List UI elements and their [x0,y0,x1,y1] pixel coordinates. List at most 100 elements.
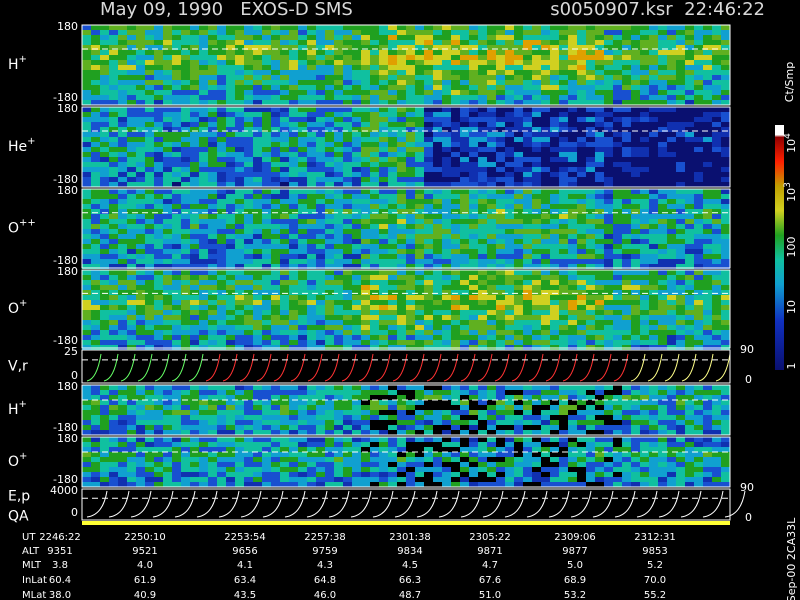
cell [649,70,658,75]
cell [415,335,424,340]
cell [118,90,127,95]
cell [343,85,352,90]
cell [334,70,343,75]
cell [577,244,586,249]
cell [613,177,622,182]
cell [352,112,361,117]
cell [145,60,154,65]
cell [649,162,658,167]
cell [244,280,253,285]
cell [334,320,343,325]
cell [208,425,217,430]
cell [82,182,91,187]
cell [640,330,649,335]
cell [667,70,676,75]
cell [397,95,406,100]
cell [181,127,190,132]
cell [640,122,649,127]
cell [514,60,523,65]
cell [271,194,280,199]
cell [370,60,379,65]
cell [127,147,136,152]
cell [631,310,640,315]
cell [694,259,703,264]
cell [361,90,370,95]
cell [451,244,460,249]
cell [667,162,676,167]
cell [631,90,640,95]
cell [694,194,703,199]
cell [325,224,334,229]
cell [415,295,424,300]
cell [469,122,478,127]
cell [271,229,280,234]
cell [451,315,460,320]
cell [586,182,595,187]
cell [325,219,334,224]
cell [307,35,316,40]
cell [649,142,658,147]
cell [181,280,190,285]
cell [604,132,613,137]
cell [478,229,487,234]
cell [361,209,370,214]
cell [595,280,604,285]
cell [217,65,226,70]
cell [460,239,469,244]
cell [217,204,226,209]
cell [658,295,667,300]
cell [235,182,244,187]
cell [649,214,658,219]
cell [127,189,136,194]
cell [685,55,694,60]
cell [334,182,343,187]
cell [424,320,433,325]
cell [442,209,451,214]
cell [190,385,199,390]
cell [685,209,694,214]
cell [649,315,658,320]
cell [136,209,145,214]
cell [622,239,631,244]
cell [145,70,154,75]
cell [478,300,487,305]
cell [649,127,658,132]
curve [511,353,527,382]
cell [136,385,145,390]
cell [424,45,433,50]
cell [568,117,577,122]
cell [487,340,496,345]
cell [325,55,334,60]
cell [208,244,217,249]
cell [595,142,604,147]
cell [424,177,433,182]
cell [676,55,685,60]
cell [622,152,631,157]
cell [226,395,235,400]
cell [424,264,433,269]
cell [577,137,586,142]
cell [721,85,730,90]
cell [721,219,730,224]
cell [577,239,586,244]
curve [664,353,680,382]
cell [154,122,163,127]
cell [703,182,712,187]
cell [658,244,667,249]
cell [145,305,154,310]
cell [622,45,631,50]
cell [469,75,478,80]
cell [172,100,181,105]
cell [307,234,316,239]
cell [640,147,649,152]
cell [244,194,253,199]
cell [685,112,694,117]
cell [559,340,568,345]
cell [505,172,514,177]
cell [100,385,109,390]
cell [289,275,298,280]
cell [334,420,343,425]
cell [514,137,523,142]
cell [577,157,586,162]
cell [244,229,253,234]
